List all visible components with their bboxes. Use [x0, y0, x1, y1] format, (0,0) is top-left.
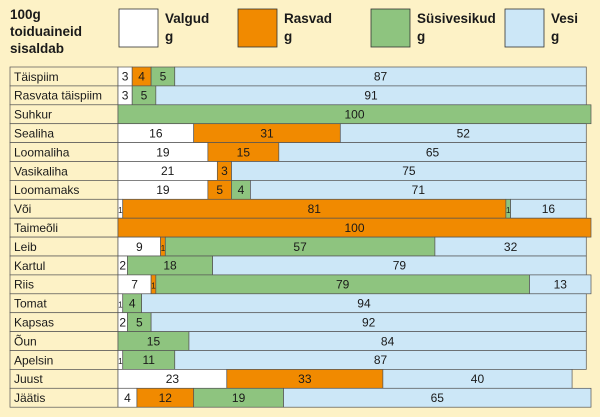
- data-label: 12: [159, 391, 173, 405]
- category-label: Loomaliha: [14, 145, 70, 159]
- category-label: Taimeõli: [14, 221, 58, 235]
- data-label: 3: [122, 89, 129, 103]
- data-label: 1: [506, 206, 511, 215]
- category-label: Loomamaks: [14, 183, 79, 197]
- data-label: 16: [542, 202, 556, 216]
- data-label: 40: [471, 372, 485, 386]
- data-label: 15: [237, 145, 251, 159]
- data-label: 75: [402, 164, 416, 178]
- category-label: Vasikaliha: [14, 164, 68, 178]
- data-label: 87: [374, 353, 388, 367]
- data-label: 5: [136, 315, 143, 329]
- data-label: 71: [412, 183, 426, 197]
- data-label: 4: [129, 296, 136, 310]
- data-label: 15: [147, 334, 161, 348]
- legend-swatch-3: [504, 8, 545, 48]
- data-label: 4: [138, 70, 145, 84]
- title-line-2: sisaldab: [10, 41, 64, 56]
- data-label: 2: [119, 259, 126, 273]
- legend-swatch-0: [118, 8, 159, 48]
- data-label: 84: [381, 334, 395, 348]
- legend-label-0: Valgud: [165, 11, 209, 26]
- data-label: 19: [156, 183, 170, 197]
- legend-label-3: Vesi: [551, 11, 578, 26]
- legend-swatch-2: [370, 8, 411, 48]
- data-label: 33: [298, 372, 312, 386]
- bar-segment: [283, 387, 592, 408]
- category-label: Tomat: [14, 297, 47, 311]
- legend-unit-1: g: [284, 29, 292, 44]
- category-label: Õun: [14, 333, 37, 348]
- data-label: 1: [118, 300, 123, 309]
- data-label: 3: [122, 70, 129, 84]
- data-label: 65: [426, 145, 440, 159]
- data-label: 3: [221, 164, 228, 178]
- data-label: 23: [166, 372, 180, 386]
- data-label: 57: [293, 240, 307, 254]
- data-label: 7: [131, 278, 138, 292]
- data-label: 87: [374, 70, 388, 84]
- data-label: 5: [160, 70, 167, 84]
- category-label: Kartul: [14, 259, 45, 273]
- data-label: 81: [308, 202, 322, 216]
- data-label: 52: [457, 126, 471, 140]
- data-label: 18: [163, 259, 177, 273]
- data-label: 5: [216, 183, 223, 197]
- category-label: Riis: [14, 278, 34, 292]
- data-label: 1: [118, 206, 123, 215]
- data-label: 16: [149, 126, 163, 140]
- data-label: 4: [238, 183, 245, 197]
- data-label: 9: [136, 240, 143, 254]
- legend-label-2: Süsivesikud: [417, 11, 496, 26]
- data-label: 94: [357, 296, 371, 310]
- category-label: Apelsin: [14, 353, 53, 367]
- legend-unit-2: g: [417, 29, 425, 44]
- legend-unit-0: g: [165, 29, 173, 44]
- data-label: 92: [362, 315, 376, 329]
- title-line-1: toiduaineid: [10, 24, 82, 39]
- legend-swatch-1: [237, 8, 278, 48]
- category-label: Leib: [14, 240, 37, 254]
- legend-unit-3: g: [551, 29, 559, 44]
- data-label: 19: [232, 391, 246, 405]
- data-label: 79: [393, 259, 407, 273]
- category-label: Rasvata täispiim: [14, 89, 102, 103]
- data-label: 79: [336, 278, 350, 292]
- category-label: Suhkur: [14, 108, 52, 122]
- title-line-0: 100g: [10, 7, 41, 22]
- category-label: Täispiim: [14, 70, 59, 84]
- category-label: Juust: [14, 372, 43, 386]
- data-label: 13: [554, 278, 568, 292]
- legend-label-1: Rasvad: [284, 11, 332, 26]
- data-label: 2: [119, 315, 126, 329]
- data-label: 65: [431, 391, 445, 405]
- data-label: 1: [118, 357, 123, 366]
- data-label: 5: [141, 89, 148, 103]
- category-label: Või: [14, 202, 31, 216]
- data-label: 11: [143, 353, 156, 367]
- data-label: 100: [344, 221, 364, 235]
- legend: Valgud g Rasvad g Süsivesikud g Vesi g: [118, 8, 578, 48]
- category-label: Jäätis: [14, 391, 45, 405]
- data-label: 91: [364, 89, 378, 103]
- chart-title: 100g toiduaineid sisaldab: [10, 7, 82, 56]
- data-label: 32: [504, 240, 518, 254]
- data-label: 1: [161, 244, 166, 253]
- data-label: 1: [151, 282, 156, 291]
- data-label: 4: [124, 391, 131, 405]
- data-label: 100: [344, 107, 364, 121]
- data-label: 21: [161, 164, 175, 178]
- category-label: Kapsas: [14, 315, 54, 329]
- data-label: 19: [156, 145, 170, 159]
- data-label: 31: [260, 126, 274, 140]
- category-label: Sealiha: [14, 126, 54, 140]
